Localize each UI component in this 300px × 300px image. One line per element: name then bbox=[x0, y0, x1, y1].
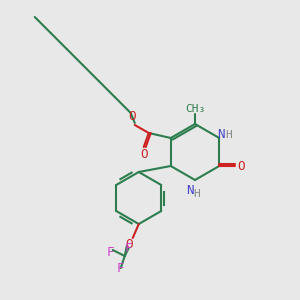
Text: O: O bbox=[238, 160, 245, 172]
Text: F: F bbox=[125, 242, 133, 254]
Text: F: F bbox=[117, 262, 124, 275]
Text: CH₃: CH₃ bbox=[185, 104, 205, 114]
Text: O: O bbox=[125, 238, 133, 250]
Text: N: N bbox=[186, 184, 194, 196]
Text: O: O bbox=[128, 110, 136, 123]
Text: H: H bbox=[194, 189, 200, 199]
Text: F: F bbox=[107, 245, 115, 259]
Text: H: H bbox=[225, 130, 232, 140]
Text: N: N bbox=[218, 128, 225, 142]
Text: O: O bbox=[140, 148, 148, 160]
